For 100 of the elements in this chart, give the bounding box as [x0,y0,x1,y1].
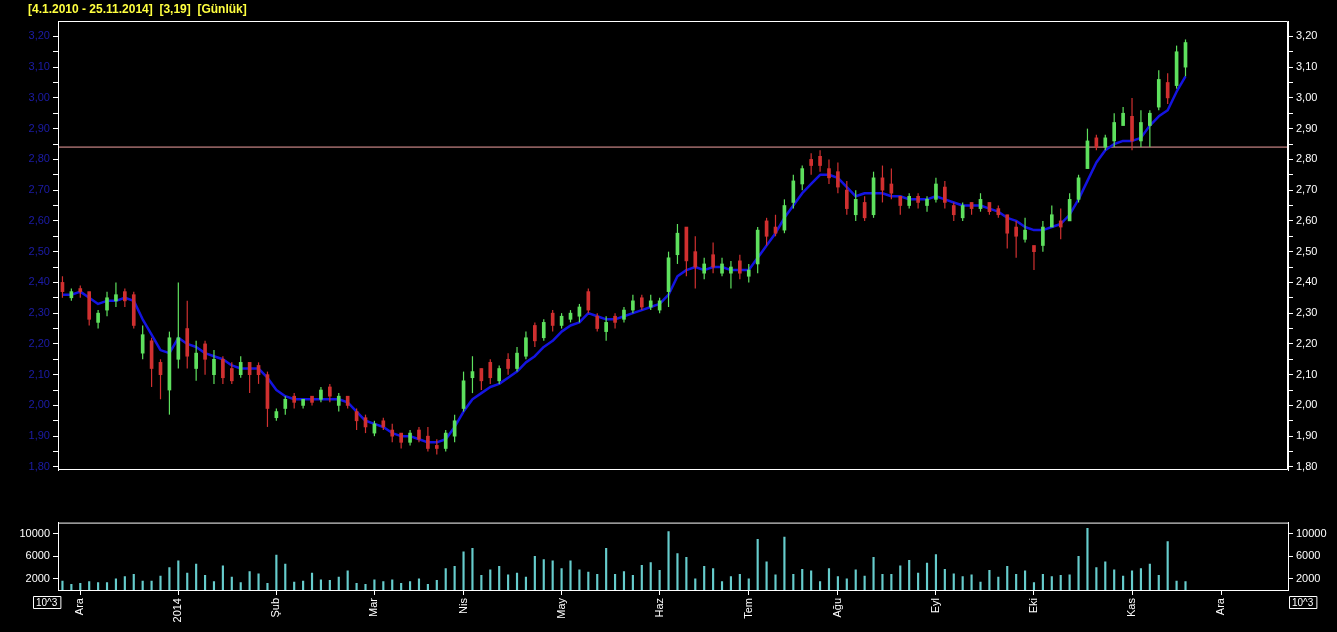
bar [605,548,608,590]
bar [1023,570,1027,590]
bar [408,581,412,590]
bar [676,553,679,590]
y2-tick-label: 1,90 [1296,429,1318,442]
bar [150,580,153,590]
bar [970,574,973,590]
y-tick-label: 10000 [19,526,50,539]
bar [417,578,421,590]
bar [382,581,385,590]
bar [480,575,483,590]
y2-tick-label: 3,20 [1296,29,1318,42]
bar [694,578,697,590]
x-tick-label: Ara [73,597,86,616]
y-tick-label: 2,50 [28,244,50,257]
y-tick-label: 3,10 [28,60,50,73]
x-tick-label: Şub [269,598,282,618]
bar [1015,573,1018,590]
bar [810,570,813,590]
bar [302,580,305,590]
bar [284,563,287,590]
y-tick-label: 3,00 [28,90,50,103]
bar [70,584,73,590]
bar [1175,580,1178,590]
bar [899,565,902,590]
y-tick-label: 2,00 [28,398,50,411]
bar [141,580,144,590]
y-tick-label: 1,80 [28,459,50,472]
y-tick-label: 2,40 [28,275,50,288]
bar [747,578,750,590]
bar [658,570,661,590]
bar [1130,570,1134,590]
bar [836,576,839,590]
y2-tick-label: 2,10 [1296,367,1318,380]
bar [908,559,911,590]
bar [186,572,189,590]
bar [1157,575,1160,590]
bar [1139,568,1143,590]
bar [239,582,242,590]
bar [551,560,554,590]
bar [952,573,955,590]
bar [1122,575,1125,590]
y-tick-label: 2,70 [28,183,50,196]
bar [435,580,438,590]
y-axis-title: 10^3 [36,596,58,608]
y2-tick-label: 2,30 [1296,306,1318,319]
bar [917,572,920,590]
bar [783,536,786,590]
bar [792,573,795,590]
bar [1077,555,1080,590]
bar [1086,527,1089,590]
bar [533,555,536,590]
bar [1041,573,1044,590]
bar [1148,563,1151,590]
bar [515,572,519,590]
bar [123,576,126,590]
bar [400,582,403,590]
bar [88,581,91,590]
bar [560,568,563,590]
bar [738,573,741,590]
bar [587,571,590,590]
bar [934,554,938,590]
bar [542,559,545,590]
bar [613,573,617,590]
y2-tick-label: 2,40 [1296,275,1318,288]
x-tick-label: Ara [1214,597,1227,616]
bar [569,560,572,590]
bar [444,568,447,590]
y-tick-label: 6000 [25,549,50,562]
y2-tick-label: 3,10 [1296,60,1318,73]
bar [462,551,465,590]
bar [114,578,118,590]
bar [132,573,135,590]
y2-tick-label: 2,20 [1296,336,1318,349]
x-tick-label: Tem [741,598,754,619]
x-tick-label: Kas [1125,597,1138,617]
bar [453,566,456,590]
bar [1113,569,1116,590]
y2-tick-label: 2,90 [1296,121,1318,134]
bar [355,582,358,590]
bar [1184,581,1187,590]
bar [720,581,724,590]
bar [872,557,875,590]
y-tick-label: 2,20 [28,336,50,349]
x-tick-label: Eyl [928,598,941,614]
bar [578,569,581,590]
bar [177,560,180,590]
bar [203,575,207,590]
x-tick-label: Nis [456,597,469,614]
y2-tick-label: 6000 [1296,549,1321,562]
x-tick-label: Eki [1027,598,1040,614]
bar [257,573,260,590]
bar [79,582,82,590]
bar [105,582,109,590]
y2-tick-label: 2000 [1296,571,1321,584]
bar [765,561,768,590]
bar [801,568,804,590]
x-tick-label: Ağu [830,598,843,618]
y2-tick-label: 3,00 [1296,90,1318,103]
bar [685,557,688,590]
